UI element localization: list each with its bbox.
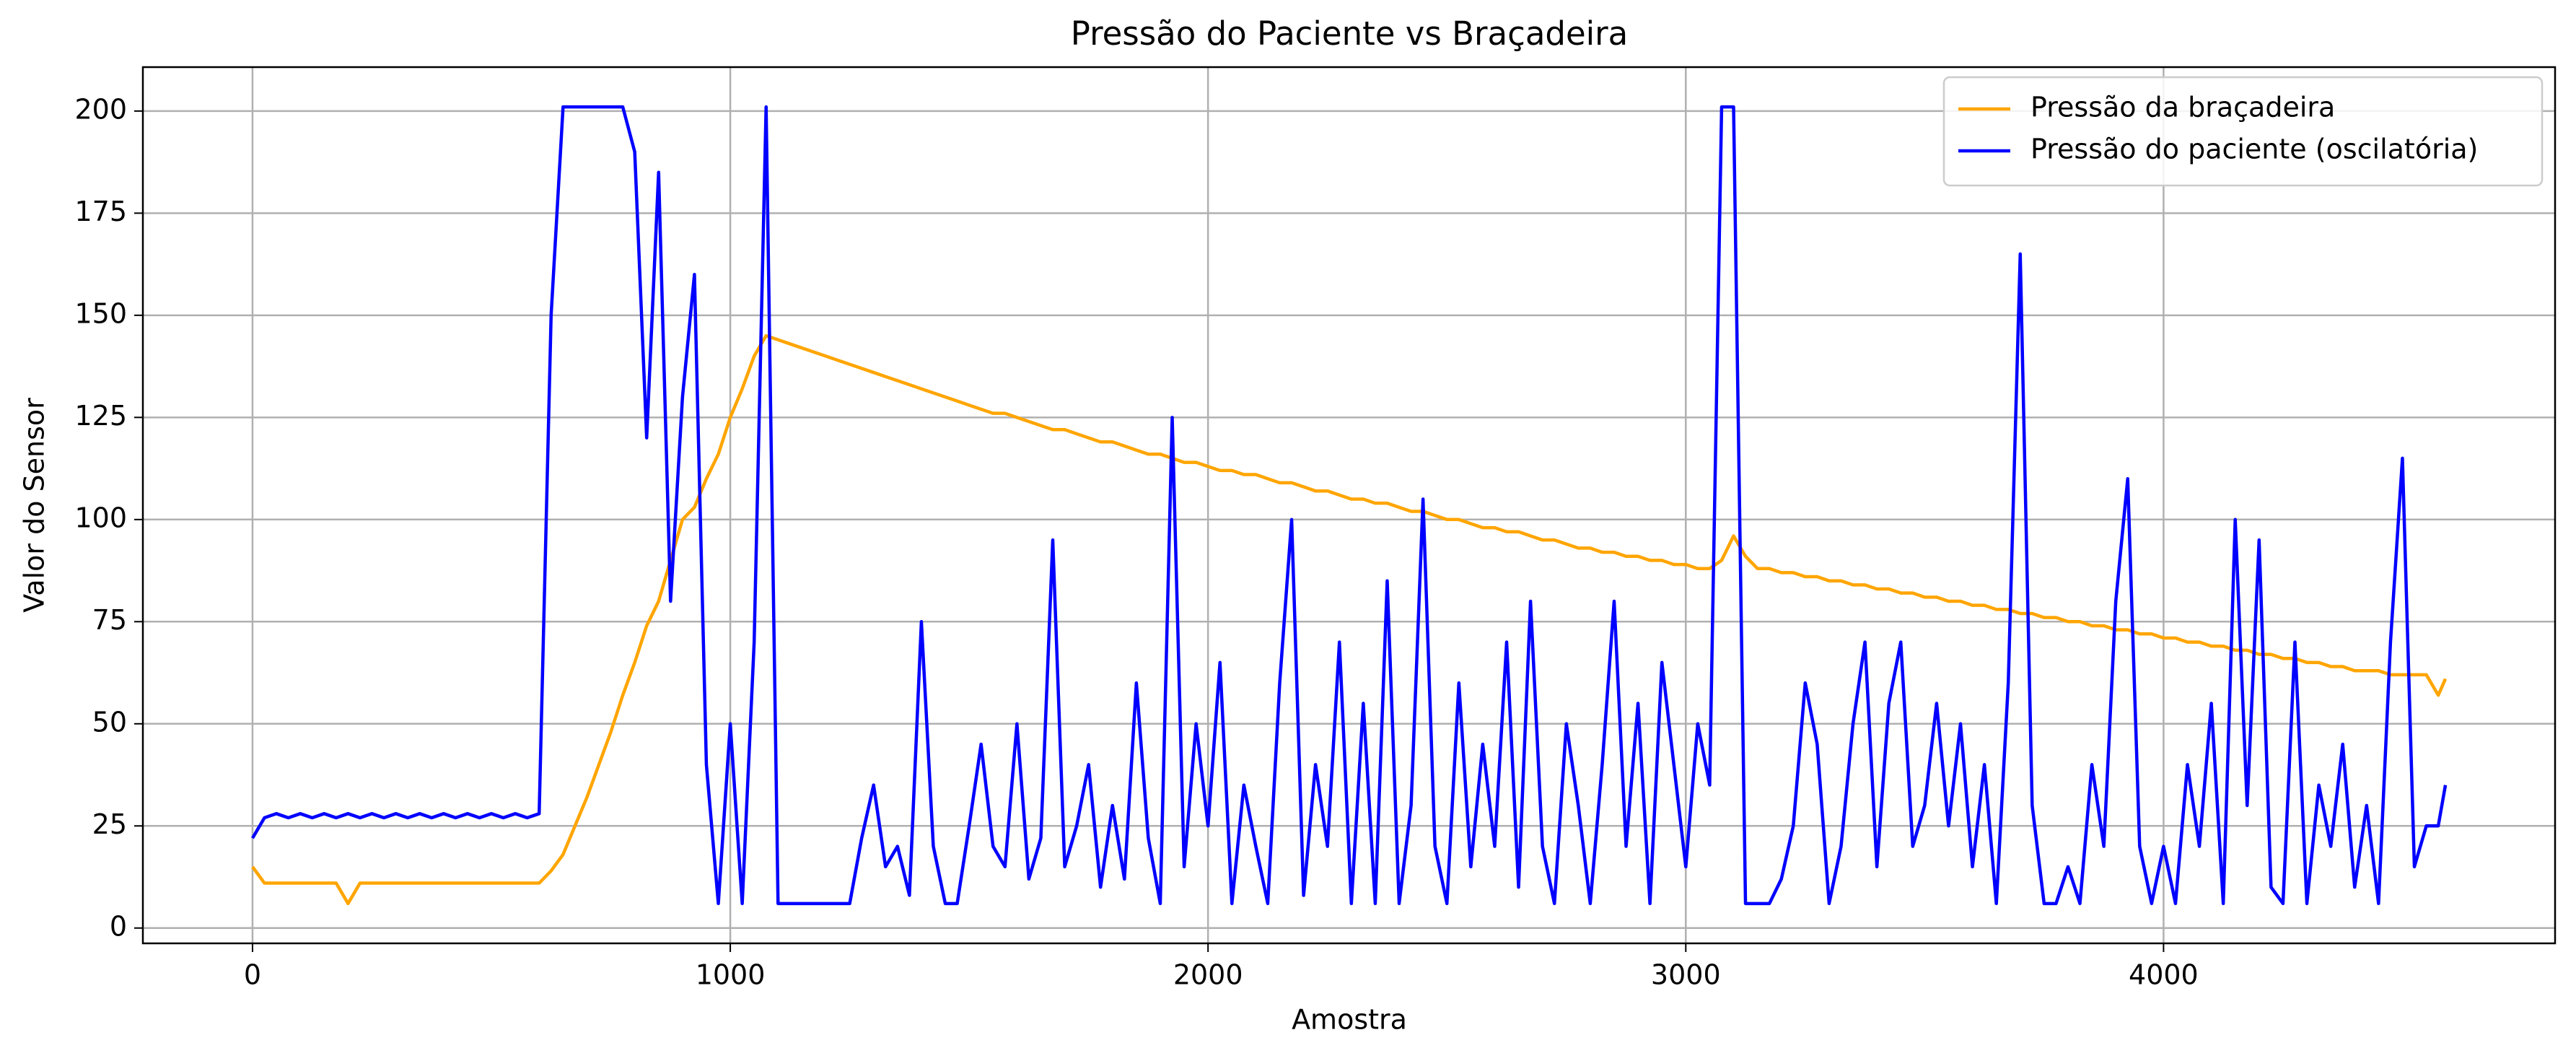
y-tick-label: 125: [74, 400, 127, 432]
y-axis-label: Valor do Sensor: [19, 398, 51, 613]
plot-frame: [141, 66, 2557, 945]
x-tick-label: 4000: [2129, 959, 2199, 991]
y-tick-label: 50: [92, 706, 127, 738]
chart-title: Pressão do Paciente vs Braçadeira: [1071, 14, 1629, 53]
y-tick-label: 75: [92, 604, 127, 636]
y-tick-label: 100: [74, 502, 127, 533]
legend-label: Pressão da braçadeira: [2030, 92, 2335, 123]
y-tick-label: 175: [74, 196, 127, 227]
legend-box: [1942, 76, 2544, 187]
x-tick-label: 2000: [1173, 959, 1243, 991]
x-tick-label: 0: [244, 959, 261, 991]
y-tick-label: 25: [92, 808, 127, 840]
x-axis-label: Amostra: [1292, 1004, 1407, 1036]
line: [251, 333, 2448, 906]
x-tick-label: 3000: [1651, 959, 1721, 991]
legend-label: Pressão do paciente (oscilatória): [2030, 134, 2478, 165]
line: [251, 105, 2448, 906]
y-tick-label: 150: [74, 297, 127, 329]
y-tick-label: 200: [74, 93, 127, 125]
x-tick-label: 1000: [696, 959, 766, 991]
y-tick-label: 0: [110, 910, 127, 942]
